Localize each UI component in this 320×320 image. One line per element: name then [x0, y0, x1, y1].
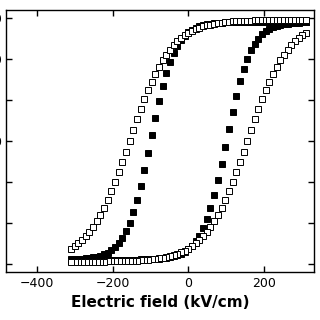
X-axis label: Electric field (kV/cm): Electric field (kV/cm)	[71, 295, 249, 310]
